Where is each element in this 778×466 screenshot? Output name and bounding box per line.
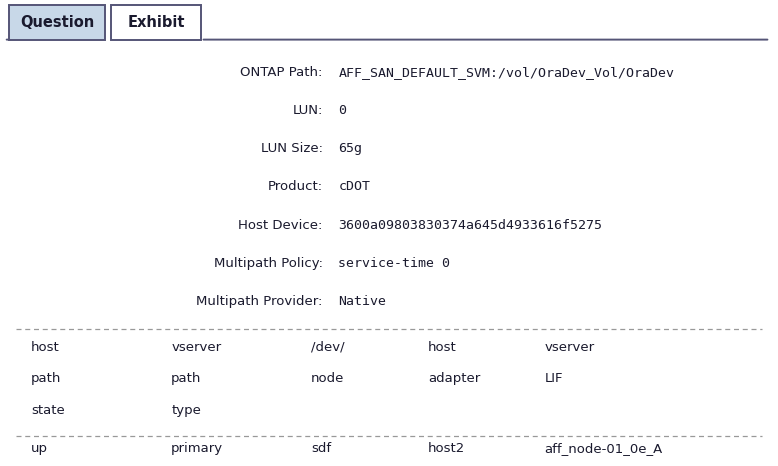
Bar: [9, 5, 105, 40]
Text: AFF_SAN_DEFAULT_SVM:/vol/OraDev_Vol/OraDev: AFF_SAN_DEFAULT_SVM:/vol/OraDev_Vol/OraD…: [338, 66, 675, 79]
Text: Product:: Product:: [268, 180, 323, 193]
Text: node: node: [311, 372, 345, 385]
Text: service-time 0: service-time 0: [338, 257, 450, 270]
Text: 65g: 65g: [338, 142, 363, 155]
Text: primary: primary: [171, 442, 223, 455]
Text: LUN Size:: LUN Size:: [261, 142, 323, 155]
Text: host2: host2: [428, 442, 465, 455]
Text: sdf: sdf: [311, 442, 331, 455]
Text: 0: 0: [338, 104, 346, 117]
Text: up: up: [31, 442, 48, 455]
Text: Question: Question: [20, 14, 94, 30]
Text: Host Device:: Host Device:: [239, 219, 323, 232]
Text: ONTAP Path:: ONTAP Path:: [240, 66, 323, 79]
Text: vserver: vserver: [171, 341, 221, 354]
Text: path: path: [31, 372, 61, 385]
Text: aff_node-01_0e_A: aff_node-01_0e_A: [545, 442, 663, 455]
Text: Multipath Provider:: Multipath Provider:: [197, 295, 323, 308]
Text: 3600a09803830374a645d4933616f5275: 3600a09803830374a645d4933616f5275: [338, 219, 602, 232]
Text: Native: Native: [338, 295, 387, 308]
Text: Multipath Policy:: Multipath Policy:: [214, 257, 323, 270]
Text: host: host: [31, 341, 60, 354]
Text: vserver: vserver: [545, 341, 594, 354]
Text: path: path: [171, 372, 202, 385]
Text: type: type: [171, 404, 201, 417]
Text: LIF: LIF: [545, 372, 563, 385]
Text: host: host: [428, 341, 457, 354]
Text: /dev/: /dev/: [311, 341, 345, 354]
Text: adapter: adapter: [428, 372, 480, 385]
Text: LUN:: LUN:: [293, 104, 323, 117]
Bar: [111, 5, 201, 40]
Text: cDOT: cDOT: [338, 180, 370, 193]
Text: state: state: [31, 404, 65, 417]
Text: Exhibit: Exhibit: [128, 14, 184, 30]
